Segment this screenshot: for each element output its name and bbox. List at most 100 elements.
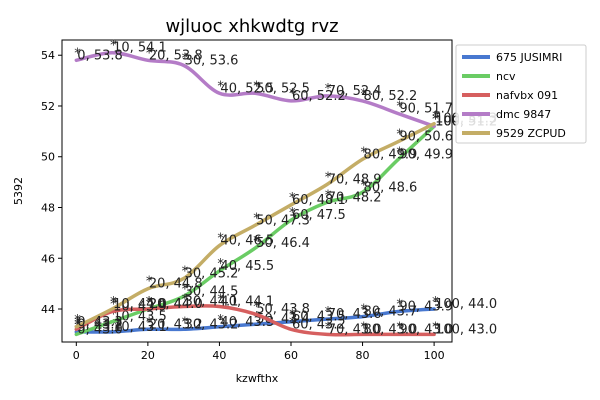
data-label: 40, 46.5 <box>220 234 274 249</box>
point-marker: * <box>146 295 153 310</box>
data-label: 40, 44.1 <box>220 294 274 309</box>
point-marker: * <box>396 100 403 115</box>
y-tick-label: 52 <box>41 100 55 113</box>
data-label: 90, 43.9 <box>399 300 453 315</box>
point-marker: * <box>289 315 296 330</box>
point-marker: * <box>253 234 260 249</box>
data-label: 90, 50.6 <box>399 130 453 145</box>
data-label: 90, 49.9 <box>399 147 453 162</box>
data-label: 100, 44.0 <box>435 297 497 312</box>
data-label: 50, 43.4 <box>256 312 310 327</box>
point-marker: * <box>182 282 189 297</box>
point-marker: * <box>146 315 153 330</box>
data-label: 50, 46.4 <box>256 236 310 251</box>
chart-title: wjluoc xhkwdtg rvz <box>165 16 338 37</box>
data-label: 90, 43.0 <box>399 322 453 337</box>
point-marker: * <box>396 145 403 160</box>
data-label: 60, 43.2 <box>292 317 346 332</box>
data-label: 40, 52.5 <box>220 81 274 96</box>
x-tick-label: 100 <box>424 349 445 362</box>
data-label: 60, 52.2 <box>292 89 346 104</box>
point-marker: * <box>432 320 439 335</box>
data-label: 10, 43.9 <box>113 300 167 315</box>
y-tick-label: 44 <box>41 303 55 316</box>
y-tick-label: 54 <box>41 49 55 62</box>
data-label: 50, 43.8 <box>256 302 310 317</box>
data-label: 80, 49.9 <box>364 147 418 162</box>
data-label: 80, 48.6 <box>364 180 418 195</box>
point-marker: * <box>146 46 153 61</box>
point-marker: * <box>146 295 153 310</box>
point-marker: * <box>289 308 296 323</box>
data-label: 60, 43.5 <box>292 310 346 325</box>
data-label: 20, 43.2 <box>149 317 203 332</box>
x-tick-label: 80 <box>356 349 370 362</box>
y-tick-label: 50 <box>41 151 55 164</box>
point-marker: * <box>325 305 332 320</box>
series-line <box>74 307 436 334</box>
data-label: 70, 48.9 <box>328 173 382 188</box>
point-marker: * <box>110 295 117 310</box>
legend-label: dmc 9847 <box>496 108 551 121</box>
y-tick-label: 48 <box>41 201 55 214</box>
point-marker: * <box>110 308 117 323</box>
point-marker: * <box>361 178 368 193</box>
data-label: 10, 43.5 <box>113 310 167 325</box>
data-label: 10, 44.0 <box>113 297 167 312</box>
point-marker: * <box>432 295 439 310</box>
data-label: 40, 43.3 <box>220 315 274 330</box>
point-marker: * <box>253 79 260 94</box>
series-group: *0, 43.1*10, 43.1*20, 43.2*30, 43.2*40, … <box>74 39 497 338</box>
data-label: 20, 44.8 <box>149 277 203 292</box>
x-axis-label: kzwfthx <box>236 372 279 385</box>
point-marker: * <box>432 112 439 127</box>
y-tick-label: 46 <box>41 252 55 265</box>
legend: 675 JUSIMRI ncv nafvbx 091 dmc 9847 9529 ZCP… <box>455 44 587 144</box>
point-marker: * <box>361 303 368 318</box>
point-marker: * <box>182 292 189 307</box>
data-label: 70, 48.2 <box>328 190 382 205</box>
point-marker: * <box>74 46 81 61</box>
data-label: 0, 43.3 <box>77 315 122 330</box>
point-marker: * <box>289 87 296 102</box>
point-marker: * <box>74 313 81 328</box>
x-tick-label: 40 <box>212 349 226 362</box>
data-label: 30, 45.2 <box>185 267 239 282</box>
point-marker: * <box>217 257 224 272</box>
point-marker: * <box>182 315 189 330</box>
data-label: 10, 43.1 <box>113 320 167 335</box>
data-label: 0, 53.8 <box>77 48 122 63</box>
series-line <box>74 121 436 329</box>
data-label: 70, 52.4 <box>328 84 382 99</box>
point-marker: * <box>253 310 260 325</box>
point-marker: * <box>110 298 117 313</box>
point-marker: * <box>182 265 189 280</box>
data-label: 20, 53.8 <box>149 48 203 63</box>
point-marker: * <box>253 211 260 226</box>
series-line <box>74 304 436 337</box>
point-marker: * <box>217 313 224 328</box>
point-marker: * <box>432 112 439 127</box>
x-tick-label: 0 <box>73 349 80 362</box>
point-marker: * <box>325 188 332 203</box>
point-marker: * <box>110 318 117 333</box>
data-label: 40, 45.5 <box>220 259 274 274</box>
point-marker: * <box>361 87 368 102</box>
point-marker: * <box>217 232 224 247</box>
data-label: 30, 44.5 <box>185 284 239 299</box>
data-label: 50, 47.3 <box>256 213 310 228</box>
series-line <box>74 124 436 337</box>
point-marker: * <box>325 171 332 186</box>
point-marker: * <box>396 298 403 313</box>
data-label: 100, 43.0 <box>435 322 497 337</box>
point-marker: * <box>146 275 153 290</box>
y-ticks: 44 46 48 50 52 54 <box>41 49 62 316</box>
point-marker: * <box>110 39 117 54</box>
legend-box <box>455 44 587 144</box>
data-label: 50, 52.5 <box>256 81 310 96</box>
data-label: 30, 44.1 <box>185 294 239 309</box>
point-marker: * <box>217 292 224 307</box>
point-marker: * <box>325 82 332 97</box>
data-label: 80, 52.2 <box>364 89 418 104</box>
legend-label: 9529 ZCPUD <box>496 127 566 140</box>
